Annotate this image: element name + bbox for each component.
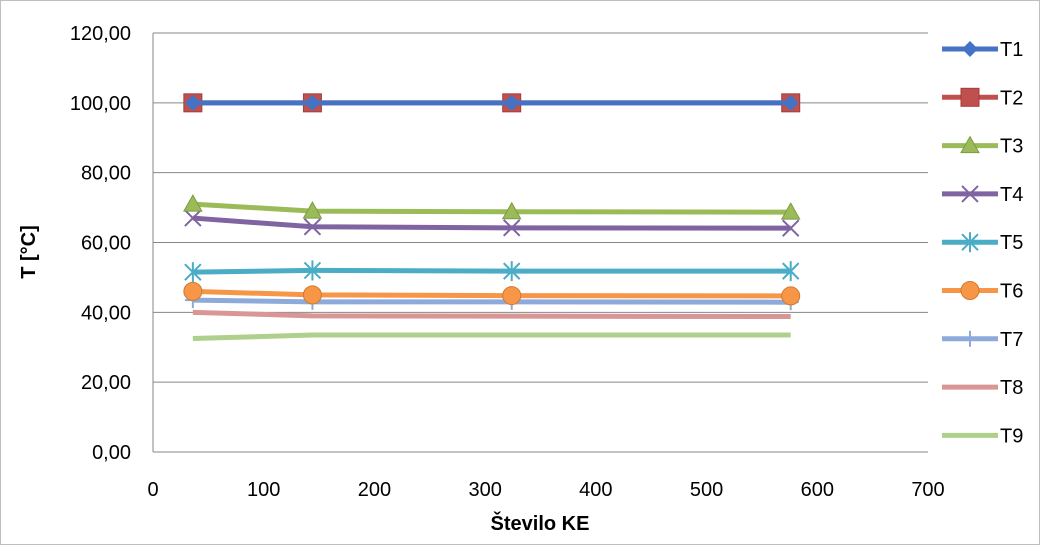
y-axis-ticks: 0,00 20,00 40,00 60,00 80,00 100,00 120,00 <box>70 23 131 464</box>
y-tick-label: 60,00 <box>81 233 131 255</box>
y-tick-label: 40,00 <box>81 302 131 324</box>
x-tick-label: 0 <box>147 479 158 501</box>
x-tick-label: 200 <box>358 479 391 501</box>
legend-item: T7 <box>942 329 1023 351</box>
y-axis-label: T [°C] <box>18 225 40 279</box>
x-tick-label: 100 <box>247 479 280 501</box>
series-T9 <box>193 335 791 338</box>
series-line <box>193 291 791 296</box>
legend-item: T8 <box>942 377 1023 399</box>
legend-label: T7 <box>1000 329 1023 351</box>
legend-item: T5 <box>942 232 1023 254</box>
legend-label: T3 <box>1000 136 1023 158</box>
legend-marker <box>962 331 978 347</box>
series-line <box>193 300 791 302</box>
series-T5 <box>185 260 799 282</box>
legend-label: T2 <box>1000 87 1023 109</box>
x-axis-ticks: 0 100 200 300 400 500 600 700 <box>147 479 944 501</box>
series-line <box>193 270 791 272</box>
legend-item: T3 <box>942 136 1023 158</box>
y-tick-label: 0,00 <box>92 442 131 464</box>
data-point <box>303 286 321 304</box>
x-tick-label: 600 <box>801 479 834 501</box>
legend-marker <box>962 41 978 57</box>
x-tick-label: 300 <box>468 479 501 501</box>
y-tick-label: 80,00 <box>81 163 131 185</box>
series-T3 <box>184 195 800 219</box>
x-tick-label: 500 <box>690 479 723 501</box>
legend-marker <box>961 282 979 300</box>
series-line <box>193 204 791 212</box>
legend-item: T4 <box>942 184 1023 206</box>
y-tick-label: 100,00 <box>70 93 131 115</box>
legend-item: T1 <box>942 39 1023 61</box>
legend: T1 T2 T3 T4 T5 T6 T7 T8 T9 <box>942 39 1023 447</box>
legend-label: T6 <box>1000 281 1023 303</box>
legend-item: T9 <box>942 425 1023 447</box>
series-layer <box>184 94 800 339</box>
legend-label: T8 <box>1000 377 1023 399</box>
data-point <box>503 287 521 305</box>
legend-item: T6 <box>942 281 1023 303</box>
legend-label: T5 <box>1000 232 1023 254</box>
legend-label: T1 <box>1000 39 1023 61</box>
legend-label: T9 <box>1000 425 1023 447</box>
legend-item: T2 <box>942 87 1023 109</box>
legend-marker <box>961 88 979 106</box>
data-point <box>184 282 202 300</box>
series-line <box>193 312 791 316</box>
x-tick-label: 700 <box>911 479 944 501</box>
x-axis-label: Število KE <box>491 511 590 535</box>
series-line <box>193 218 791 228</box>
series-T1 <box>185 95 799 111</box>
y-tick-label: 120,00 <box>70 23 131 45</box>
gridlines <box>153 33 928 452</box>
series-line <box>193 335 791 338</box>
x-tick-label: 400 <box>579 479 612 501</box>
data-point <box>782 287 800 305</box>
legend-label: T4 <box>1000 184 1023 206</box>
series-T8 <box>193 312 791 316</box>
y-tick-label: 20,00 <box>81 372 131 394</box>
